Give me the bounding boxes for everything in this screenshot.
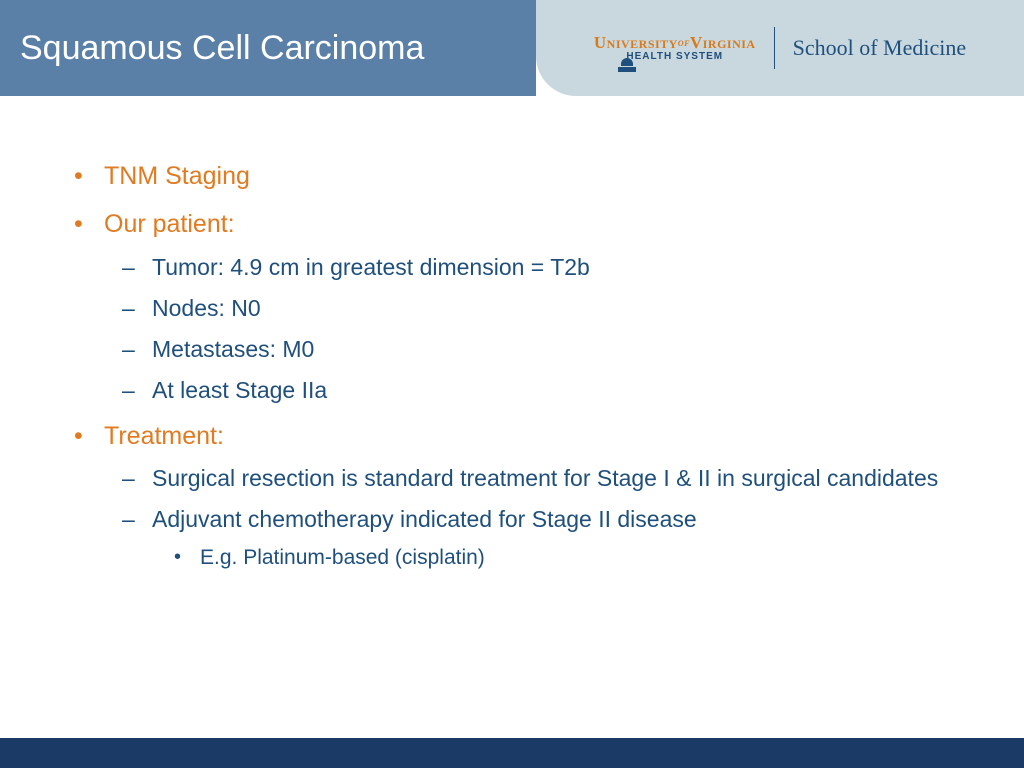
bullet-text: TNM Staging [104, 162, 250, 190]
uva-logo-of: of [678, 37, 690, 49]
bullet-list-lvl1: TNM Staging Our patient: Tumor: 4.9 cm i… [60, 160, 964, 572]
bullet-text: E.g. Platinum-based (cisplatin) [200, 546, 485, 569]
bullet-text: Our patient: [104, 210, 235, 238]
uva-logo-university: University [594, 33, 678, 52]
list-item: Treatment: Surgical resection is standar… [60, 420, 964, 572]
bullet-list-lvl2: Tumor: 4.9 cm in greatest dimension = T2… [104, 252, 964, 406]
list-item: Metastases: M0 [104, 334, 964, 365]
slide-header: Squamous Cell Carcinoma UniversityofVirg… [0, 0, 1024, 96]
uva-logo-line1: UniversityofVirginia [594, 35, 756, 50]
bullet-text: Treatment: [104, 422, 224, 450]
header-logo-region: UniversityofVirginia HEALTH SYSTEM Schoo… [536, 0, 1024, 96]
list-item: Nodes: N0 [104, 293, 964, 324]
slide-footer-bar [0, 738, 1024, 768]
list-item: TNM Staging [60, 160, 964, 194]
uva-logo-health-system: HEALTH SYSTEM [626, 52, 723, 61]
bullet-text: Tumor: 4.9 cm in greatest dimension = T2… [152, 254, 590, 280]
list-item: Adjuvant chemotherapy indicated for Stag… [104, 504, 964, 571]
bullet-text: At least Stage IIa [152, 377, 327, 403]
bullet-text: Nodes: N0 [152, 295, 261, 321]
slide-body: TNM Staging Our patient: Tumor: 4.9 cm i… [60, 160, 964, 586]
bullet-text: Metastases: M0 [152, 336, 314, 362]
bullet-list-lvl3: E.g. Platinum-based (cisplatin) [152, 544, 964, 572]
list-item: At least Stage IIa [104, 375, 964, 406]
slide-title: Squamous Cell Carcinoma [20, 29, 424, 68]
bullet-text: Surgical resection is standard treatment… [152, 465, 938, 491]
school-of-medicine-text: School of Medicine [793, 35, 967, 61]
list-item: E.g. Platinum-based (cisplatin) [152, 544, 964, 572]
list-item: Surgical resection is standard treatment… [104, 463, 964, 494]
bullet-text: Adjuvant chemotherapy indicated for Stag… [152, 506, 697, 532]
logo-separator [774, 27, 775, 69]
slide: Squamous Cell Carcinoma UniversityofVirg… [0, 0, 1024, 768]
uva-logo-virginia: Virginia [690, 33, 756, 52]
bullet-list-lvl2: Surgical resection is standard treatment… [104, 463, 964, 571]
rotunda-icon [618, 58, 636, 72]
header-title-region: Squamous Cell Carcinoma [0, 0, 536, 96]
list-item: Our patient: Tumor: 4.9 cm in greatest d… [60, 208, 964, 406]
list-item: Tumor: 4.9 cm in greatest dimension = T2… [104, 252, 964, 283]
